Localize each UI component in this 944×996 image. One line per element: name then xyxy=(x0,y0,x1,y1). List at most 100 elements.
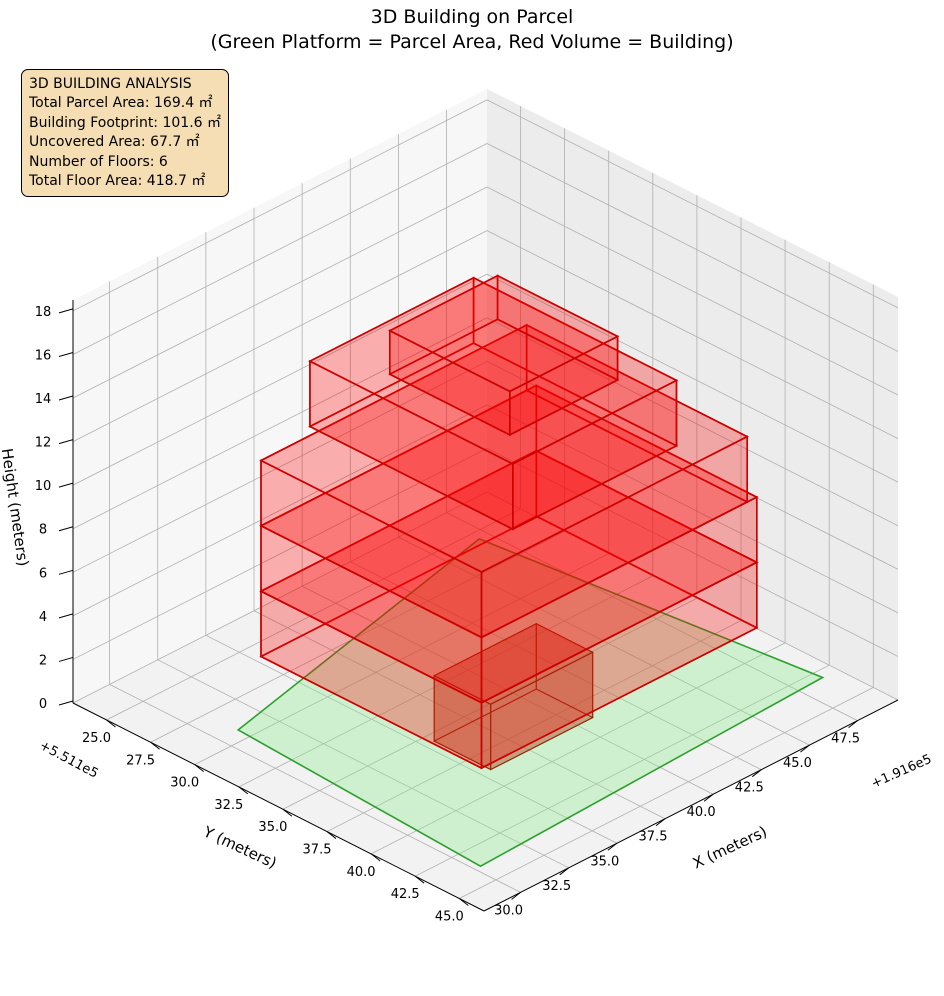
grid-line-z-left-wall xyxy=(72,317,488,530)
grid-line-z-right-wall xyxy=(486,143,899,352)
z-axis-label: Height (meters) xyxy=(0,447,32,567)
z-tick-label: 6 xyxy=(39,566,47,581)
y-tick-label: 42.5 xyxy=(391,887,420,902)
info-number-of-floors: Number of Floors: 6 xyxy=(29,153,168,170)
floor-1 xyxy=(433,622,594,771)
y-tick-label: 27.5 xyxy=(126,753,155,768)
z-tick-label: 8 xyxy=(39,523,47,538)
back-right-pane xyxy=(487,89,898,700)
z-tick-label: 14 xyxy=(35,392,52,407)
grid-lines xyxy=(72,99,899,899)
floor-5 xyxy=(308,276,679,531)
y-tick-label: 32.5 xyxy=(214,798,243,813)
grid-line-z-left-wall xyxy=(72,491,488,704)
x-tick-label: 40.0 xyxy=(687,805,716,820)
y-tick-label: 45.0 xyxy=(435,910,464,925)
z-tick-label: 16 xyxy=(35,348,52,363)
x-axis-label: X (meters) xyxy=(690,822,770,872)
y-tick xyxy=(150,741,160,750)
grid-line-y-floor xyxy=(106,508,521,721)
x-tick xyxy=(655,818,666,827)
grid-line-z-right-wall xyxy=(486,99,899,309)
info-uncovered-area: Uncovered Area: 67.7 ㎡ xyxy=(29,134,200,151)
floor-3 xyxy=(259,384,759,705)
y-tick-label: 40.0 xyxy=(347,865,376,880)
z-tick xyxy=(58,569,74,575)
chart-title: 3D Building on Parcel xyxy=(370,6,574,28)
floor-face xyxy=(388,274,620,393)
x-tick xyxy=(607,842,618,851)
y-tick xyxy=(458,898,469,906)
grid-line-z-left-wall xyxy=(72,360,488,573)
info-total-parcel-area: Total Parcel Area: 169.4 ㎡ xyxy=(29,95,213,112)
floor-face xyxy=(433,623,594,705)
z-tick-label: 0 xyxy=(39,697,47,712)
grid-line-z-right-wall xyxy=(486,448,899,657)
grid-line-z-left-wall xyxy=(72,448,488,660)
z-tick xyxy=(58,656,74,662)
x-offset-label: +1.916e5 xyxy=(869,752,934,792)
parcel-polygon xyxy=(236,537,825,868)
z-tick-label: 18 xyxy=(35,305,52,320)
grid-line-z-left-wall xyxy=(72,273,488,486)
floor-face xyxy=(259,324,749,573)
y-tick xyxy=(106,719,116,728)
grid-line-z-right-wall xyxy=(486,273,899,483)
x-tick xyxy=(511,891,521,900)
grid-line-z-left-wall xyxy=(72,186,488,399)
z-tick xyxy=(58,613,74,619)
z-tick xyxy=(58,700,74,706)
grid-line-y-floor xyxy=(370,642,786,855)
parcel-platform xyxy=(236,537,825,868)
tick-marks xyxy=(58,308,858,906)
x-tick xyxy=(800,744,810,753)
grid-line-z-left-wall xyxy=(72,230,488,442)
building-volume xyxy=(259,274,759,771)
x-tick xyxy=(751,769,762,778)
y-tick-label: 35.0 xyxy=(258,820,287,835)
floor-6 xyxy=(388,274,620,437)
y-tick xyxy=(370,853,381,862)
x-tick-label: 32.5 xyxy=(542,879,571,894)
grid-line-z-right-wall xyxy=(486,404,899,614)
chart-subtitle: (Green Platform = Parcel Area, Red Volum… xyxy=(210,31,734,53)
grid-line-z-left-wall xyxy=(72,99,488,312)
floor-4 xyxy=(259,323,749,639)
y-tick-label: 25.0 xyxy=(82,731,111,746)
z-tick-label: 4 xyxy=(39,610,47,625)
z-tick xyxy=(58,526,74,532)
grid-line-z-right-wall xyxy=(486,230,899,439)
info-building-footprint: Building Footprint: 101.6 ㎡ xyxy=(29,114,222,131)
y-tick xyxy=(414,875,425,884)
grid-line-y-floor xyxy=(459,687,874,899)
grid-line-z-left-wall xyxy=(72,143,488,355)
z-tick xyxy=(58,308,74,314)
z-tick-label: 2 xyxy=(39,653,47,668)
x-tick-label: 45.0 xyxy=(783,756,812,771)
grid-line-y-floor xyxy=(415,664,830,877)
floor-2 xyxy=(259,449,759,770)
x-tick-label: 37.5 xyxy=(639,830,668,845)
x-tick xyxy=(848,720,858,729)
grid-line-y-floor xyxy=(150,530,565,743)
x-tick xyxy=(559,867,570,876)
y-tick xyxy=(194,764,205,772)
grid-line-y-floor xyxy=(194,553,609,765)
grid-line-y-floor xyxy=(326,620,742,832)
z-tick xyxy=(58,482,74,488)
back-left-pane xyxy=(73,89,487,703)
y-tick xyxy=(238,786,249,795)
z-tick xyxy=(58,439,74,445)
grid-line-z-right-wall xyxy=(486,186,899,396)
x-tick-label: 35.0 xyxy=(590,854,619,869)
grid-line-z-right-wall xyxy=(486,317,899,527)
analysis-info-box: 3D BUILDING ANALYSIS Total Parcel Area: … xyxy=(21,69,229,197)
y-tick xyxy=(326,831,337,839)
y-tick xyxy=(282,808,293,817)
grid-line-z-left-wall xyxy=(72,404,488,617)
x-axis-line xyxy=(483,699,899,912)
z-tick xyxy=(58,395,74,401)
info-total-floor-area: Total Floor Area: 418.7 ㎡ xyxy=(29,173,206,190)
x-tick-label: 42.5 xyxy=(735,781,764,796)
